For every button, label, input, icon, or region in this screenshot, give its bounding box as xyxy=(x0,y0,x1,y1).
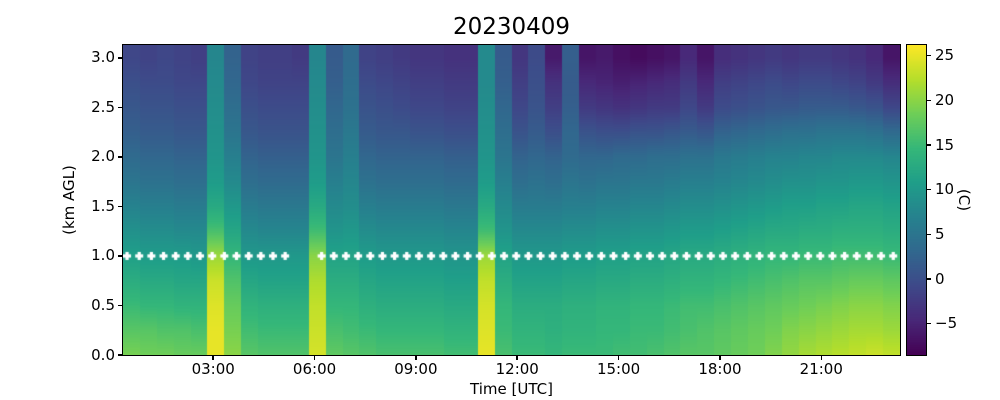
x-tick-label: 21:00 xyxy=(799,360,843,378)
colorbar-tick-label: 15 xyxy=(935,135,955,154)
x-tick-mark xyxy=(719,355,721,360)
x-tick-label: 06:00 xyxy=(292,360,337,378)
y-tick-mark xyxy=(117,57,122,59)
colorbar-tick-mark xyxy=(926,99,931,102)
y-tick-mark xyxy=(117,205,122,208)
y-tick-label: 0.0 xyxy=(91,345,115,364)
colorbar-tick-mark xyxy=(926,322,931,325)
x-tick-label: 15:00 xyxy=(596,360,641,378)
colorbar-tick-label: 10 xyxy=(935,180,955,199)
y-tick-mark xyxy=(117,354,122,356)
x-tick-mark xyxy=(415,355,417,360)
colorbar-tick-label: 0 xyxy=(935,269,945,288)
colorbar-tick-mark xyxy=(926,233,931,236)
y-tick-label: 2.0 xyxy=(91,147,115,166)
x-tick-label: 03:00 xyxy=(191,360,235,378)
y-tick-mark xyxy=(117,304,122,307)
colorbar-tick-mark xyxy=(926,278,931,280)
y-tick-label: 0.5 xyxy=(91,295,115,314)
x-tick-mark xyxy=(617,355,620,360)
y-tick-mark xyxy=(117,255,122,257)
y-tick-label: 2.5 xyxy=(91,97,115,116)
x-tick-mark xyxy=(820,355,823,360)
colorbar-tick-label: 20 xyxy=(935,90,955,109)
x-axis-label: Time [UTC] xyxy=(470,380,553,398)
colorbar-tick-label: −5 xyxy=(935,314,958,333)
x-tick-label: 12:00 xyxy=(495,360,539,378)
x-tick-mark xyxy=(212,355,214,360)
x-tick-label: 09:00 xyxy=(394,360,438,378)
x-tick-mark xyxy=(516,355,518,360)
plot-area xyxy=(121,43,901,356)
colorbar-tick-label: 25 xyxy=(935,46,955,65)
colorbar-tick-mark xyxy=(926,54,931,57)
y-tick-label: 3.0 xyxy=(91,48,115,67)
x-tick-label: 18:00 xyxy=(698,360,742,378)
colorbar-canvas xyxy=(906,44,926,355)
heatmap-canvas xyxy=(122,44,900,355)
colorbar xyxy=(905,43,927,356)
y-tick-mark xyxy=(117,156,122,158)
x-tick-mark xyxy=(313,355,316,360)
y-tick-label: 1.0 xyxy=(91,246,115,265)
y-tick-mark xyxy=(117,106,122,109)
chart-title: 20230409 xyxy=(452,14,571,40)
colorbar-tick-mark xyxy=(926,188,931,191)
colorbar-tick-label: 5 xyxy=(935,224,945,243)
y-tick-label: 1.5 xyxy=(91,196,115,215)
colorbar-tick-mark xyxy=(926,144,931,146)
